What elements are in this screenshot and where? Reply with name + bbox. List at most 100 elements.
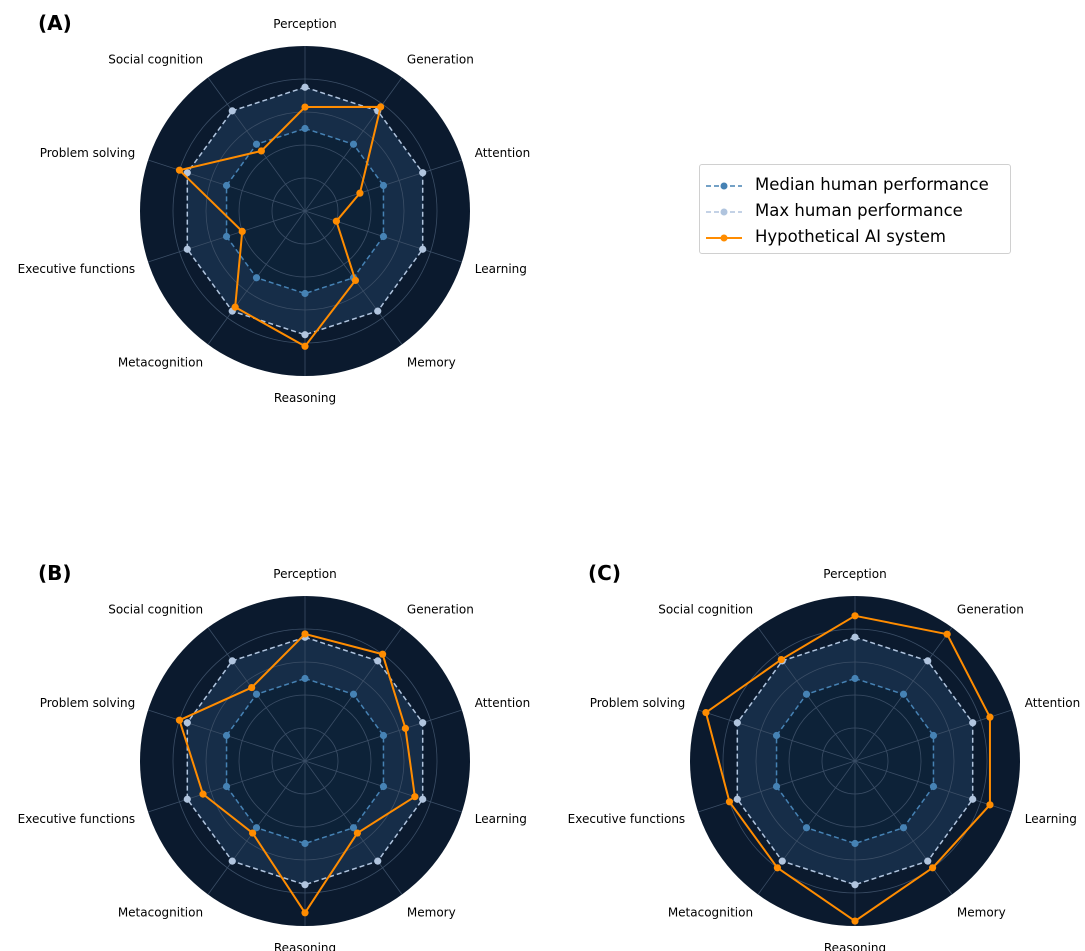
median-point xyxy=(222,782,231,791)
max-point xyxy=(183,795,191,803)
max-point xyxy=(778,857,786,865)
ai-point xyxy=(851,917,859,925)
max-point xyxy=(419,719,427,727)
ai-point xyxy=(928,864,937,872)
ai-point xyxy=(175,716,184,724)
axis-label: Metacognition xyxy=(668,905,753,919)
max-point xyxy=(924,857,932,865)
ai-point xyxy=(301,909,309,917)
max-point xyxy=(419,169,427,177)
median-point xyxy=(851,674,859,683)
max-point xyxy=(374,657,382,665)
ai-point xyxy=(356,189,364,197)
median-point xyxy=(929,731,938,740)
median-point xyxy=(301,839,309,848)
axis-label: Social cognition xyxy=(108,603,203,617)
median-point xyxy=(349,690,358,698)
legend-median-swatch xyxy=(706,182,742,190)
legend-ai-swatch xyxy=(706,234,742,242)
ai-point xyxy=(249,829,257,837)
axis-label: Generation xyxy=(957,603,1024,617)
legend: Median human performance Max human perfo… xyxy=(699,164,1011,254)
ai-point xyxy=(175,166,184,174)
ai-point xyxy=(401,724,410,732)
ai-point xyxy=(301,342,309,350)
median-series-line xyxy=(225,677,385,845)
axis-label: Memory xyxy=(957,905,1006,919)
axis-label: Learning xyxy=(1025,812,1077,826)
axis-label: Metacognition xyxy=(118,355,203,369)
max-point xyxy=(419,245,427,253)
axis-label: Executive functions xyxy=(18,812,136,826)
ai-point xyxy=(725,798,734,806)
legend-median-label: Median human performance xyxy=(755,175,989,194)
axis-label: Attention xyxy=(1025,696,1080,710)
ai-point xyxy=(411,793,419,801)
max-point xyxy=(301,83,309,91)
legend-ai-label: Hypothetical AI system xyxy=(755,227,946,246)
median-point xyxy=(301,674,309,683)
axis-label: Memory xyxy=(407,905,456,919)
max-point xyxy=(419,795,427,803)
median-point xyxy=(379,731,388,740)
max-point xyxy=(733,719,741,727)
ai-point xyxy=(851,612,859,620)
max-point xyxy=(374,307,382,315)
axis-label: Problem solving xyxy=(40,696,135,710)
radar-chart-1: Perception Generation Attention Learning Mem… xyxy=(18,561,531,951)
ai-point xyxy=(702,708,710,717)
ai-point xyxy=(377,103,385,111)
ai-point xyxy=(238,227,246,235)
axis-label: Metacognition xyxy=(118,905,203,919)
max-point xyxy=(183,169,191,177)
axis-label: Attention xyxy=(475,146,530,160)
median-series-line xyxy=(225,127,385,295)
max-point xyxy=(374,857,382,865)
axis-label: Social cognition xyxy=(108,53,203,67)
axis-label: Reasoning xyxy=(274,391,336,405)
max-point xyxy=(228,857,236,865)
median-point xyxy=(772,782,781,791)
max-point xyxy=(301,331,309,339)
median-point xyxy=(929,782,938,791)
axis-label: Executive functions xyxy=(18,262,136,276)
ai-point xyxy=(248,683,256,692)
max-point xyxy=(851,633,859,641)
ai-point xyxy=(986,801,994,809)
panel-letter: (B) xyxy=(38,561,72,585)
median-point xyxy=(301,124,309,133)
legend-max-label: Max human performance xyxy=(755,201,963,220)
panel-letter: (C) xyxy=(588,561,621,585)
median-point xyxy=(222,232,231,241)
axis-label: Generation xyxy=(407,53,474,67)
axis-label: Executive functions xyxy=(568,812,686,826)
ai-point xyxy=(351,276,360,285)
radar-chart-0: Perception Generation Attention Learning Mem… xyxy=(18,11,531,405)
axis-label: Reasoning xyxy=(274,941,336,951)
ai-point xyxy=(353,829,361,837)
ai-point xyxy=(231,303,239,311)
median-point xyxy=(252,274,261,282)
axis-label: Social cognition xyxy=(658,603,753,617)
axis-label: Perception xyxy=(823,567,886,581)
median-point xyxy=(252,824,261,832)
axis-label: Perception xyxy=(273,17,336,31)
ai-point xyxy=(257,147,265,155)
median-point xyxy=(222,181,231,190)
ai-point xyxy=(378,650,387,658)
axis-label: Memory xyxy=(407,355,456,369)
legend-item-max: Max human performance xyxy=(700,199,1010,225)
median-point xyxy=(349,824,358,832)
panel-letter: (A) xyxy=(38,11,72,35)
max-point xyxy=(301,881,309,889)
legend-max-swatch xyxy=(706,208,742,216)
median-point xyxy=(222,731,231,740)
legend-item-median: Median human performance xyxy=(700,173,1010,199)
median-point xyxy=(802,690,811,698)
median-point xyxy=(349,140,358,148)
axis-label: Generation xyxy=(407,603,474,617)
axis-label: Learning xyxy=(475,262,527,276)
ai-point xyxy=(301,630,309,638)
ai-point xyxy=(332,217,340,225)
